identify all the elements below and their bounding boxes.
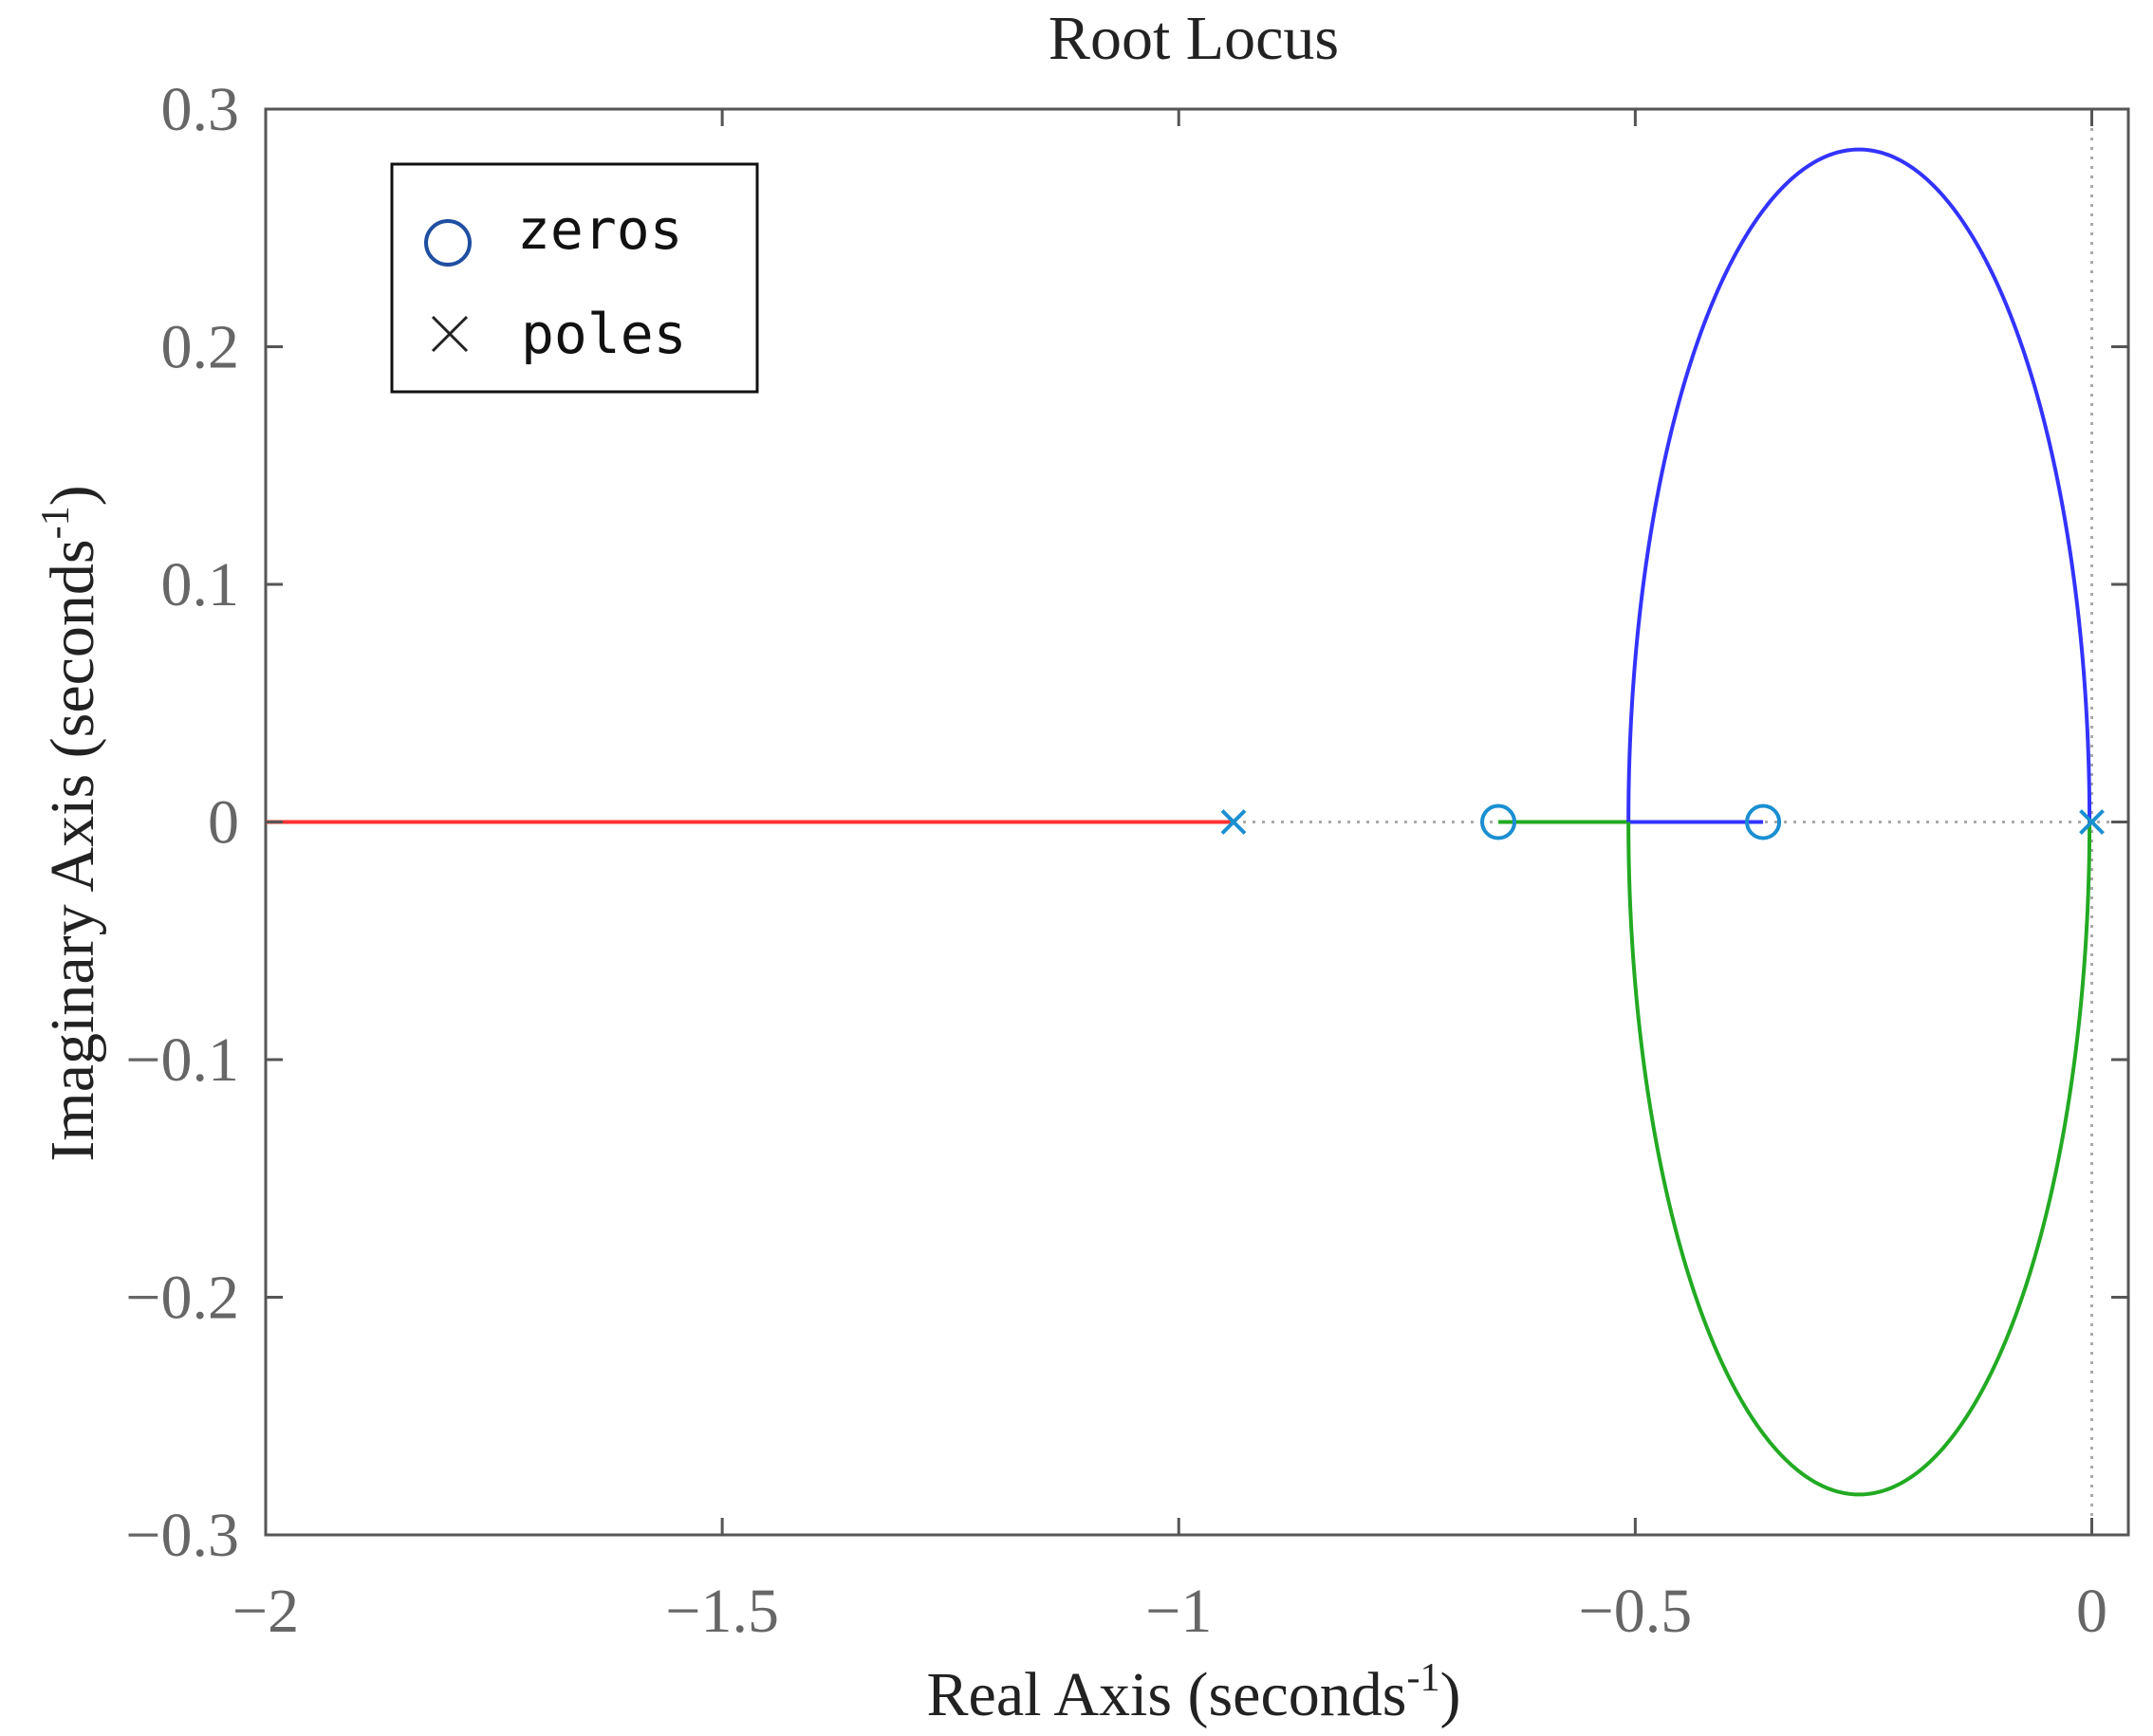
legend-zeros-label: zeros	[517, 197, 683, 262]
legend-box	[390, 162, 759, 394]
pole-marker	[2079, 809, 2105, 835]
chart-title: Root Locus	[1049, 4, 1339, 73]
zero-marker	[1745, 803, 1782, 840]
x-tick-label: −2	[232, 1577, 299, 1646]
x-tick-label: −0.5	[1579, 1577, 1693, 1646]
x-tick-label: 0	[2076, 1577, 2107, 1646]
pole-marker	[1220, 809, 1247, 835]
y-tick-label: 0.2	[161, 313, 240, 382]
y-tick-label: −0.3	[125, 1501, 239, 1570]
locus-lower-arc	[1626, 822, 2092, 1497]
legend-poles-label: poles	[521, 302, 687, 366]
y-tick-label: −0.1	[125, 1025, 239, 1095]
x-axis-label: Real Axis (seconds-1)	[927, 1656, 1461, 1729]
y-axis-label: Imaginary Axis (seconds-1)	[34, 485, 107, 1161]
zero-marker	[1480, 803, 1517, 840]
x-tick-label: −1	[1145, 1577, 1212, 1646]
locus-upper-arc	[1626, 147, 2092, 822]
pole-marker-stroke	[1220, 809, 1247, 835]
y-tick-label: 0.3	[161, 75, 240, 144]
legend-zeros-marker	[424, 219, 472, 267]
pole-marker-stroke	[2079, 809, 2105, 835]
x-tick-label: −1.5	[665, 1577, 779, 1646]
y-tick-label: 0.1	[161, 550, 240, 619]
legend-poles-marker	[431, 315, 469, 353]
legend: zeros poles	[390, 162, 759, 394]
y-tick-label: −0.2	[125, 1264, 239, 1333]
y-tick-label: 0	[208, 788, 239, 858]
